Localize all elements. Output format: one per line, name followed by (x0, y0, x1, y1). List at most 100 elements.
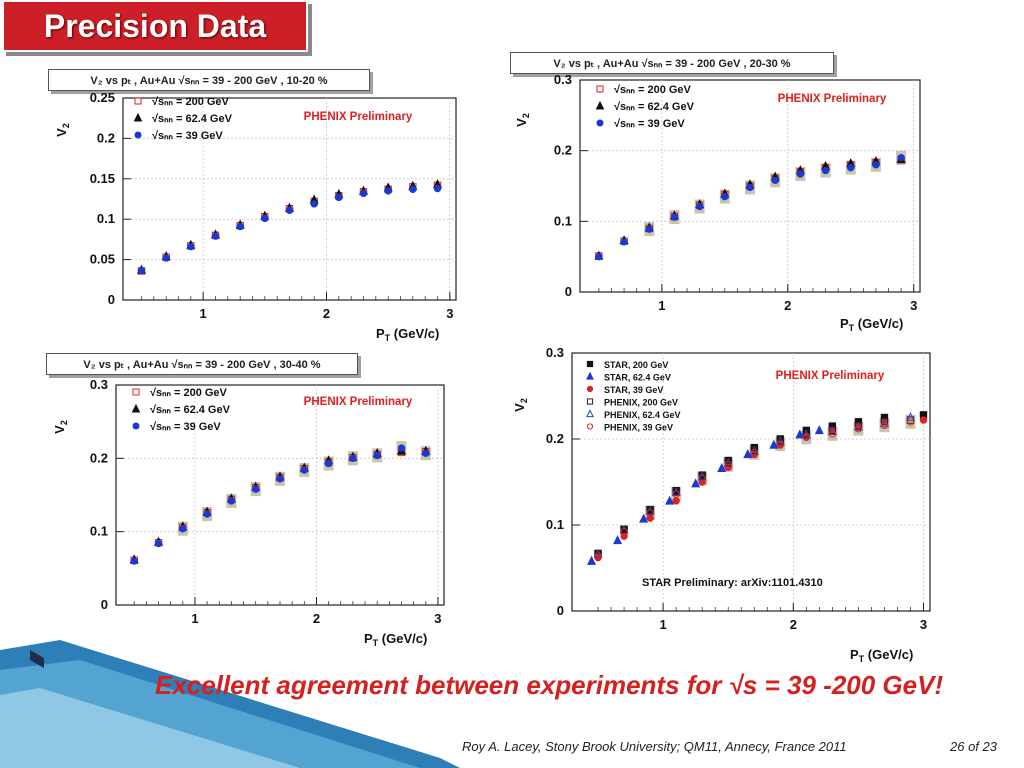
data-point (276, 475, 284, 483)
legend-marker (586, 409, 594, 418)
data-point (227, 497, 236, 505)
ytick-label: 0.2 (97, 130, 115, 145)
ytick-label: 0.2 (546, 431, 564, 446)
data-point (261, 214, 269, 223)
x-axis-label: PT (GeV/c) (376, 326, 439, 343)
legend-label: PHENIX, 200 GeV (604, 398, 678, 408)
page-number: 26 of 23 (950, 739, 997, 754)
data-point (252, 485, 260, 493)
data-point (814, 425, 824, 435)
phenix-preliminary-label: PHENIX Preliminary (778, 93, 887, 105)
ytick-label: 0 (108, 292, 115, 307)
data-point (905, 412, 915, 422)
legend-label: PHENIX, 39 GeV (604, 423, 673, 433)
xtick-label: 2 (323, 306, 330, 321)
xtick-label: 1 (658, 298, 665, 313)
data-point (324, 459, 333, 468)
ytick-label: 0.3 (554, 72, 572, 87)
data-point (620, 528, 628, 536)
data-point (373, 451, 381, 460)
y-axis-label: V2 (52, 420, 69, 434)
xtick-label: 3 (434, 611, 441, 626)
xtick-label: 3 (910, 298, 917, 313)
data-point (670, 213, 679, 221)
legend-marker (134, 131, 142, 139)
legend-marker (134, 97, 142, 105)
data-point (743, 449, 753, 459)
data-point (154, 539, 163, 548)
data-point (821, 166, 830, 175)
data-point (897, 154, 905, 162)
plot-frame (122, 97, 457, 301)
xtick-label: 1 (200, 306, 207, 321)
ytick-label: 0 (557, 603, 564, 618)
data-point (847, 163, 855, 172)
data-point (236, 222, 244, 231)
data-point (409, 185, 417, 194)
data-point (335, 193, 343, 202)
star-preliminary-note: STAR Preliminary: arXiv:1101.4310 (642, 577, 823, 589)
chart-header-text: V₂ vs pₜ , Au+Au √sₙₙ = 39 - 200 GeV , 2… (553, 57, 791, 70)
legend-label: √sₙₙ = 39 GeV (150, 421, 221, 433)
x-axis-label: PT (GeV/c) (364, 631, 427, 648)
legend-label: STAR, 62.4 GeV (604, 373, 671, 383)
chart-header-30-40: V₂ vs pₜ , Au+Au √sₙₙ = 39 - 200 GeV , 3… (46, 353, 358, 375)
x-axis-label: PT (GeV/c) (840, 316, 903, 333)
ytick-label: 0.05 (90, 252, 115, 267)
data-point (639, 513, 649, 523)
xtick-label: 1 (660, 617, 667, 632)
xtick-label: 2 (790, 617, 797, 632)
data-point (672, 497, 680, 505)
xtick-label: 2 (313, 611, 320, 626)
data-point (300, 466, 308, 474)
data-point (672, 490, 680, 498)
data-point (769, 439, 779, 449)
legend-label: PHENIX, 62.4 GeV (604, 410, 681, 420)
y-axis-label: V2 (512, 398, 529, 412)
y-axis-label: V2 (54, 123, 71, 137)
data-point (695, 202, 704, 211)
ytick-label: 0.1 (546, 517, 564, 532)
plot-30-40-svg: 0 0.1 0.2 0.3 1 2 3 PT (GeV/c) V2 PHENIX Prelimin… (52, 377, 445, 648)
ytick-label: 0.3 (546, 345, 564, 360)
legend-marker (131, 403, 141, 413)
data-point (854, 424, 863, 433)
phenix-preliminary-label: PHENIX Preliminary (776, 370, 885, 382)
data-point (137, 267, 146, 275)
data-point (433, 184, 442, 193)
y-axis-label: V2 (514, 113, 531, 127)
data-point (698, 474, 706, 483)
xtick-label: 1 (191, 611, 198, 626)
data-point (746, 183, 754, 192)
data-series (587, 425, 824, 565)
legend-marker (586, 398, 594, 405)
legend-label: √sₙₙ = 39 GeV (152, 130, 223, 142)
plot-20-30: 0 0.1 0.2 0.3 1 2 3 PT (GeV/c) V2 PHENIX Prelimin… (510, 72, 930, 337)
legend-marker (596, 85, 604, 93)
data-point (285, 206, 294, 215)
phenix-preliminary-label: PHENIX Preliminary (304, 111, 413, 123)
plot-20-30-svg: 0 0.1 0.2 0.3 1 2 3 PT (GeV/c) V2 PHENIX Prelimin… (514, 72, 921, 333)
legend-label: √sₙₙ = 62.4 GeV (152, 113, 233, 125)
plot-frame (571, 352, 931, 612)
ytick-label: 0.1 (97, 211, 115, 226)
data-point (397, 444, 406, 452)
data-point (796, 170, 805, 178)
data-point (802, 433, 811, 441)
ytick-label: 0.15 (90, 171, 115, 186)
chart-header-text: V₂ vs pₜ , Au+Au √sₙₙ = 39 - 200 GeV , 3… (83, 358, 321, 371)
ytick-label: 0.3 (90, 377, 108, 392)
data-point (187, 242, 195, 251)
data-point (919, 416, 928, 424)
data-point (646, 509, 654, 517)
data-point (359, 189, 368, 198)
legend-marker (132, 388, 140, 396)
data-point (211, 232, 220, 240)
data-series (137, 184, 442, 275)
plot-10-20: 0 0.05 0.1 0.15 0.2 0.25 1 2 3 PT (GeV/c) V2 PHENIX… (48, 88, 468, 350)
legend-label: √sₙₙ = 200 GeV (614, 84, 692, 96)
data-point (179, 525, 187, 533)
ytick-label: 0.25 (90, 90, 115, 105)
data-point (872, 161, 880, 169)
data-point (721, 192, 729, 201)
